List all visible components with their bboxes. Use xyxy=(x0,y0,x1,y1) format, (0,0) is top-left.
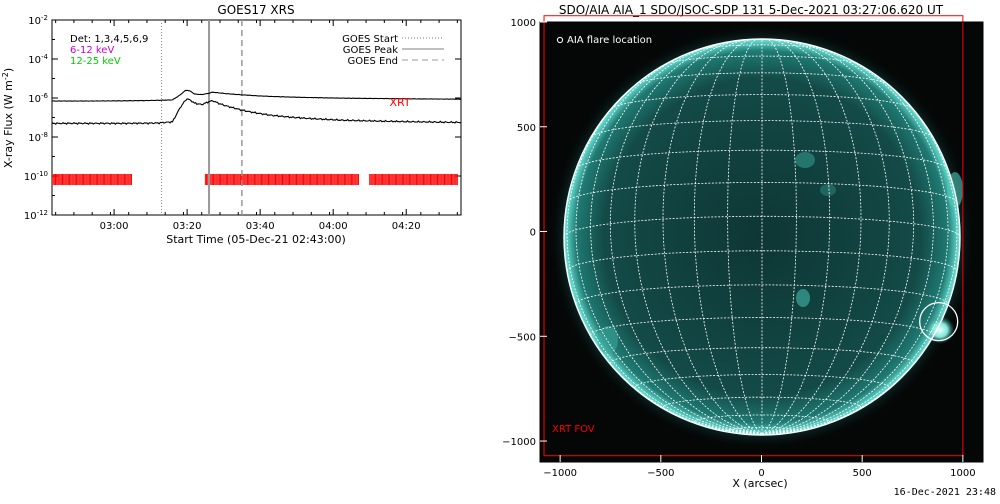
legend-12-25kev: 12-25 keV xyxy=(70,56,121,67)
flux-series-line xyxy=(52,98,461,125)
x-tick-label: 04:00 xyxy=(319,221,348,232)
xrt-fov-label: XRT FOV xyxy=(552,424,595,435)
x-tick-label: 03:00 xyxy=(100,221,129,232)
longitude-line xyxy=(761,47,949,435)
aia-y-tick-label: 0 xyxy=(530,228,536,239)
longitude-line xyxy=(609,41,763,435)
sun-limb xyxy=(563,38,961,436)
x-tick-label: 03:40 xyxy=(246,221,275,232)
render-timestamp: 16-Dec-2021 23:48 xyxy=(893,487,996,498)
xrt-label: XRT xyxy=(389,96,410,109)
legend-flare-location: AIA flare location xyxy=(567,35,652,46)
flare-bright-region xyxy=(925,316,955,344)
flare-location-marker xyxy=(919,301,959,342)
aia-x-tick-label: −500 xyxy=(647,468,674,479)
y-tick-label: 10-10 xyxy=(24,170,48,183)
x-tick-label: 03:20 xyxy=(173,221,202,232)
longitude-line xyxy=(761,39,831,435)
longitude-line xyxy=(761,41,915,435)
legend-marker-icon xyxy=(556,36,564,44)
longitude-line xyxy=(662,39,763,435)
longitude-line xyxy=(727,38,763,435)
aia-y-tick-label: 500 xyxy=(517,123,536,134)
goes-x-axis: 03:00 03:20 03:40 04:00 04:20 xyxy=(55,20,458,232)
flux-series-line xyxy=(52,89,461,102)
y-tick-label: 10-8 xyxy=(28,131,48,144)
legend-detectors: Det: 1,3,4,5,6,9 xyxy=(70,34,148,45)
aia-y-tick-label: −1000 xyxy=(502,437,536,448)
aia-x-tick-label: 0 xyxy=(758,468,764,479)
latitude-line xyxy=(566,181,958,202)
legend-goes-end: GOES End xyxy=(348,56,398,67)
goes-y-label: X-ray Flux (W m-2) xyxy=(1,68,15,168)
aia-x-tick-label: −1000 xyxy=(543,468,577,479)
y-tick-label: 10-6 xyxy=(28,92,48,105)
latitude-line xyxy=(590,317,934,336)
aia-x-tick-label: 500 xyxy=(853,468,872,479)
aia-y-tick-label: 1000 xyxy=(511,18,536,29)
xrt-fov-box xyxy=(543,15,964,457)
longitude-line xyxy=(590,41,763,435)
longitude-line xyxy=(761,69,958,435)
aia-axes: −1000 −500 0 500 1000 1000 500 0 −500 −1000 xyxy=(502,18,975,479)
latitude-line xyxy=(610,94,914,110)
latitude-line xyxy=(665,55,859,65)
aia-title: SDO/AIA AIA_1 SDO/JSOC-SDP 131 5-Dec-202… xyxy=(559,3,944,17)
longitude-line xyxy=(575,47,763,435)
goes-x-label: Start Time (05-Dec-21 02:43:00) xyxy=(166,233,346,246)
longitude-line xyxy=(761,39,862,435)
longitude-line xyxy=(634,39,763,435)
longitude-line xyxy=(761,38,797,435)
active-region-north xyxy=(795,152,815,168)
x-tick-label: 04:20 xyxy=(392,221,421,232)
goes-title: GOES17 XRS xyxy=(217,3,294,17)
active-region-south xyxy=(796,289,810,307)
aia-x-label: X (arcsec) xyxy=(732,477,787,490)
aia-x-tick-label: 1000 xyxy=(950,468,975,479)
longitude-line xyxy=(693,39,763,435)
latitude-line xyxy=(727,426,797,432)
y-tick-label: 10-2 xyxy=(28,14,48,27)
xrt-coverage xyxy=(52,174,458,185)
latitude-line xyxy=(634,374,890,388)
y-tick-label: 10-4 xyxy=(28,53,48,66)
goes-series xyxy=(52,89,461,125)
aia-chart: SDO/AIA AIA_1 SDO/JSOC-SDP 131 5-Dec-202… xyxy=(502,3,984,490)
longitude-line xyxy=(566,69,763,435)
y-tick-label: 10-12 xyxy=(24,209,48,222)
goes-chart: GOES17 XRS 10-12 10-10 10-8 10-6 10-4 10-2 03… xyxy=(1,3,462,246)
longitude-line xyxy=(761,39,890,435)
aia-y-tick-label: −500 xyxy=(509,332,536,343)
active-region-northeast xyxy=(820,184,836,196)
legend-goes-start: GOES Start xyxy=(342,34,398,45)
legend-goes-peak: GOES Peak xyxy=(343,45,398,56)
legend-6-12kev: 6-12 keV xyxy=(70,45,114,56)
goes-event-lines xyxy=(161,20,243,215)
longitude-line xyxy=(761,41,934,435)
goes-y-axis: 10-12 10-10 10-8 10-6 10-4 10-2 xyxy=(24,14,461,222)
